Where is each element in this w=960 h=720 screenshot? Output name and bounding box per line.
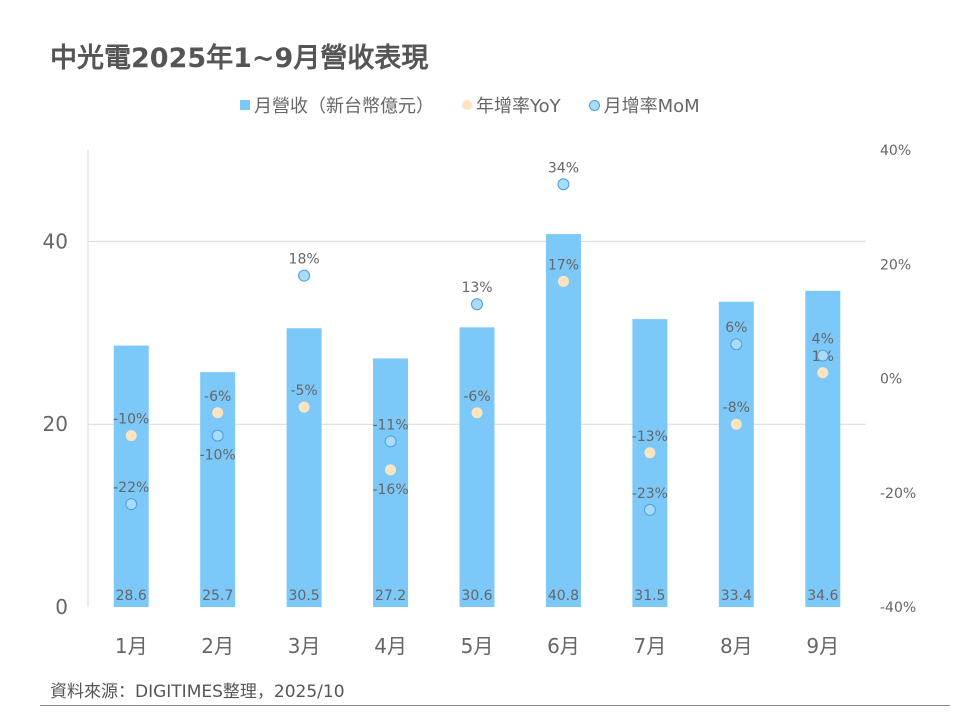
bar-value-label: 28.6: [116, 588, 147, 604]
bar-value-label: 40.8: [548, 588, 579, 604]
bar-value-label: 25.7: [202, 588, 233, 604]
yoy-point: [125, 430, 137, 442]
mom-point: [125, 498, 138, 511]
mom-data-label: 6%: [725, 320, 747, 336]
bar: [459, 327, 495, 607]
bar-value-label: 27.2: [375, 588, 406, 604]
x-tick-label: 2月: [201, 634, 234, 658]
mom-point: [643, 503, 656, 516]
mom-data-label: -22%: [113, 480, 149, 496]
x-tick-label: 4月: [374, 634, 407, 658]
yoy-data-label: 17%: [548, 257, 579, 273]
yoy-data-label: -10%: [113, 412, 149, 428]
left-tick-label: 40: [43, 229, 68, 253]
yoy-point: [557, 275, 569, 287]
legend-item-mom: 月增率MoM: [588, 92, 700, 118]
yoy-point: [817, 367, 829, 379]
yoy-data-label: -8%: [723, 400, 750, 416]
mom-data-label: 18%: [289, 252, 320, 268]
bar-value-label: 33.4: [721, 588, 752, 604]
legend-label: 月增率MoM: [603, 96, 700, 117]
legend-item-revenue: 月營收（新台幣億元）: [240, 92, 434, 118]
footer-divider: [40, 705, 950, 706]
yoy-point: [730, 418, 742, 430]
x-tick-label: 7月: [634, 634, 667, 658]
right-tick-label: 40%: [880, 143, 911, 159]
mom-point: [816, 349, 829, 362]
right-tick-label: -40%: [880, 600, 916, 616]
yoy-point: [212, 407, 224, 419]
x-tick-label: 8月: [720, 634, 753, 658]
yoy-point: [644, 447, 656, 459]
bar: [373, 358, 409, 607]
mom-point: [730, 338, 743, 351]
bar-value-label: 31.5: [634, 588, 665, 604]
mom-point: [298, 269, 311, 282]
legend-label: 年增率YoY: [476, 96, 561, 117]
legend-label: 月營收（新台幣億元）: [254, 96, 434, 117]
bar: [805, 290, 841, 607]
yoy-data-label: -16%: [372, 482, 408, 498]
bar: [632, 319, 668, 607]
mom-data-label: -23%: [632, 486, 668, 502]
yoy-data-label: -6%: [463, 389, 490, 405]
bar: [545, 234, 581, 607]
x-tick-label: 5月: [461, 634, 494, 658]
left-tick-label: 0: [55, 595, 68, 619]
bar: [718, 301, 754, 607]
yoy-data-label: -6%: [204, 389, 231, 405]
bar: [113, 345, 149, 607]
right-tick-label: -20%: [880, 486, 916, 502]
yoy-point: [298, 401, 310, 413]
mom-data-label: -10%: [200, 448, 236, 464]
legend-item-yoy: 年增率YoY: [462, 92, 561, 118]
mom-point: [211, 429, 224, 442]
bar-value-label: 34.6: [807, 588, 838, 604]
legend: 月營收（新台幣億元） 年增率YoY 月增率MoM: [240, 92, 700, 118]
mom-data-label: 34%: [548, 160, 579, 176]
source-note: 資料來源：DIGITIMES整理，2025/10: [50, 682, 345, 702]
x-tick-label: 6月: [547, 634, 580, 658]
yoy-data-label: -5%: [290, 383, 317, 399]
bar: [286, 328, 322, 607]
mom-data-label: 13%: [461, 280, 492, 296]
right-tick-label: 20%: [880, 257, 911, 273]
mom-point: [384, 435, 397, 448]
left-tick-label: 20: [43, 412, 68, 436]
mom-data-label: -11%: [372, 417, 408, 433]
x-tick-label: 3月: [288, 634, 321, 658]
legend-swatch-bar: [240, 100, 250, 110]
chart-title: 中光電2025年1~9月營收表現: [50, 43, 429, 74]
bar-value-label: 30.6: [461, 588, 492, 604]
yoy-data-label: -13%: [632, 429, 668, 445]
right-tick-label: 0%: [880, 372, 902, 388]
x-tick-label: 9月: [806, 634, 839, 658]
yoy-point: [471, 407, 483, 419]
mom-data-label: 4%: [812, 332, 834, 348]
x-tick-label: 1月: [115, 634, 148, 658]
legend-swatch-yoy: [462, 100, 472, 110]
mom-point: [557, 178, 570, 191]
yoy-point: [385, 464, 397, 476]
bar-value-label: 30.5: [289, 588, 320, 604]
mom-point: [471, 298, 483, 311]
legend-swatch-mom: [588, 99, 600, 111]
